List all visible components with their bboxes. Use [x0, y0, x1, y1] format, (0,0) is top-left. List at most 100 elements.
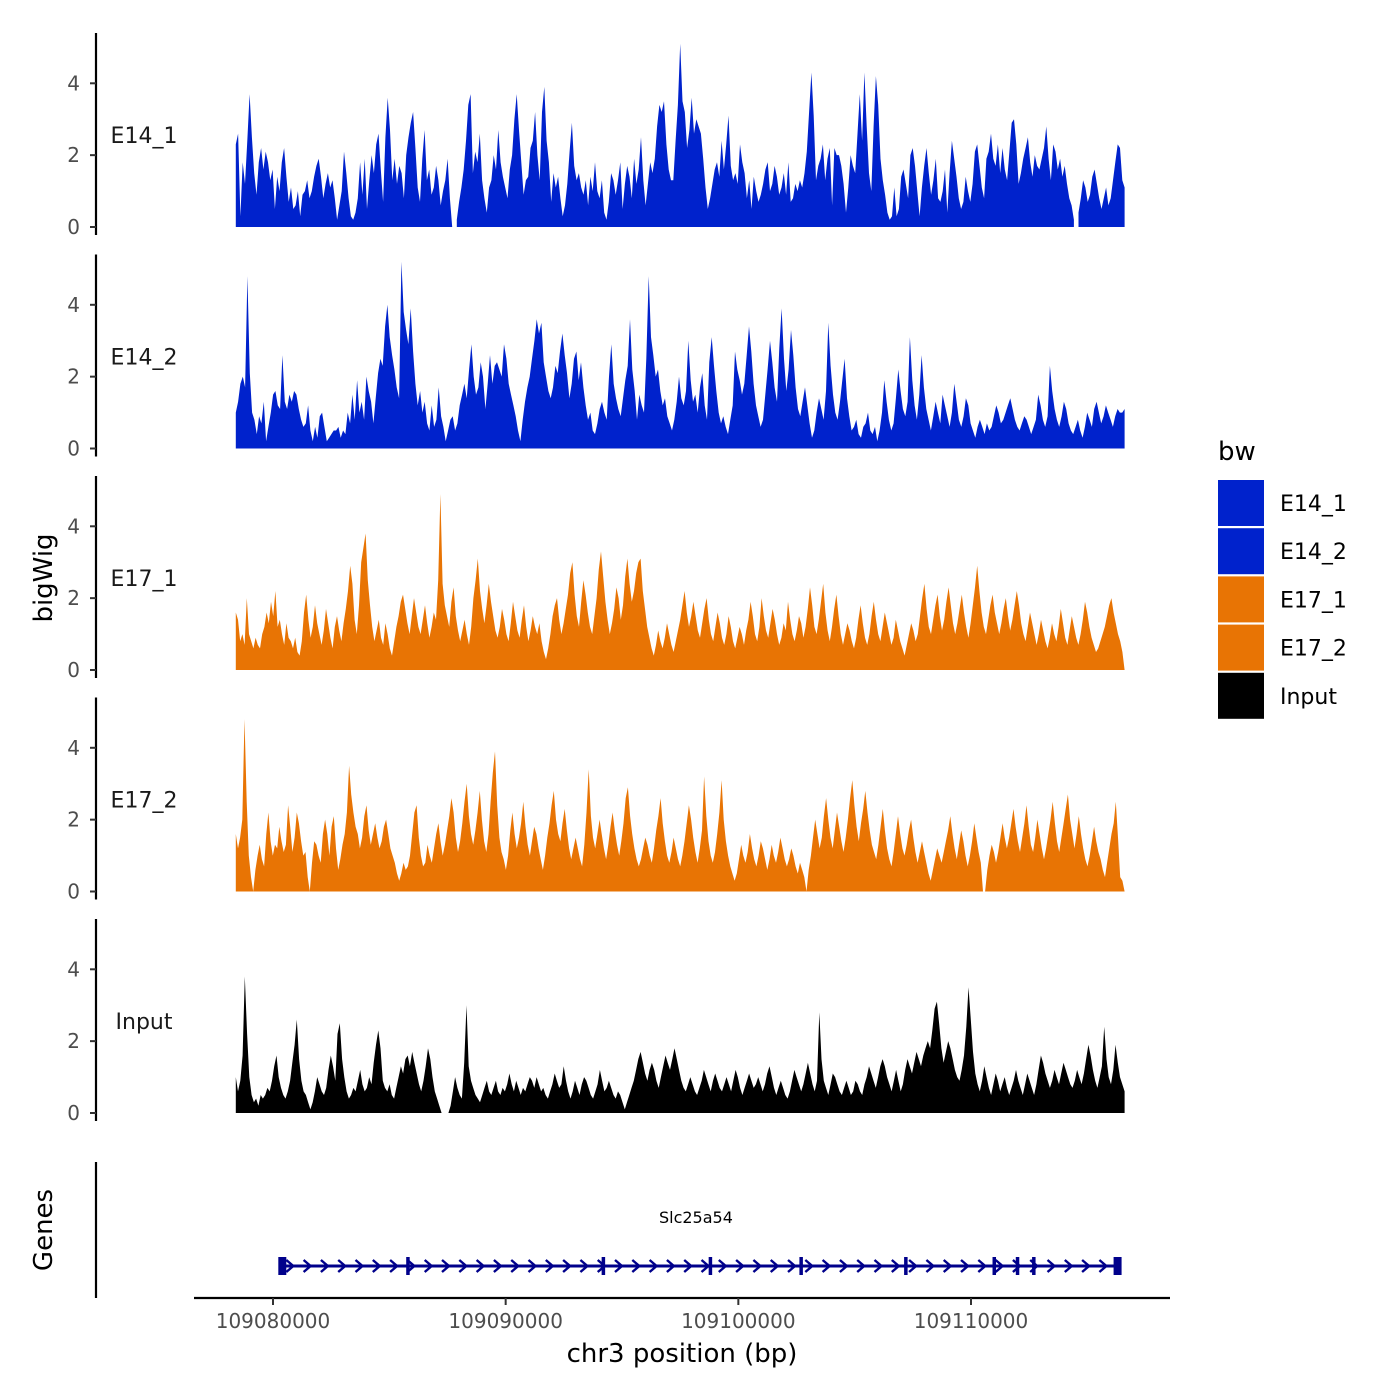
y-tick-label: 0: [67, 437, 80, 461]
strand-arrow: [1098, 1259, 1109, 1273]
x-axis-title: chr3 position (bp): [567, 1339, 798, 1369]
strand-arrow: [839, 1259, 849, 1273]
gene-slc25a54: Slc25a54: [278, 1208, 1122, 1275]
strand-arrow: [1081, 1259, 1091, 1273]
y-tick-label: 4: [67, 736, 80, 760]
strand-arrow: [337, 1259, 348, 1273]
track-label: E14_1: [111, 124, 178, 149]
legend: bw E14_1 E14_2 E17_1 E17_2 Input: [1218, 437, 1347, 719]
strand-arrow: [493, 1259, 503, 1273]
exon: [1032, 1257, 1036, 1275]
strand-arrow: [925, 1259, 936, 1273]
strand-arrow: [406, 1259, 417, 1273]
strand-arrow: [856, 1259, 867, 1273]
strand-arrow: [942, 1259, 953, 1273]
strand-arrow: [475, 1259, 486, 1273]
x-tick-label: 109090000: [448, 1309, 563, 1333]
strand-arrow: [441, 1259, 451, 1273]
y-tick-label: 2: [67, 808, 80, 832]
legend-label: E14_1: [1280, 492, 1347, 517]
strand-arrow: [700, 1259, 711, 1273]
legend-label: E14_2: [1280, 540, 1347, 565]
track-e14-2: 0 2 4 E14_2: [67, 254, 1125, 461]
track-label: E17_2: [111, 789, 178, 814]
y-tick-label: 4: [67, 71, 80, 95]
exon: [1113, 1257, 1122, 1275]
strand-arrow: [614, 1259, 624, 1273]
legend-key-input: [1218, 672, 1264, 719]
y-tick-label: 0: [67, 215, 80, 239]
strand-arrow: [787, 1259, 797, 1273]
strand-arrow: [1046, 1259, 1057, 1273]
track-e17-1: 0 2 4 E17_1: [67, 476, 1125, 682]
strand-arrow: [510, 1259, 521, 1273]
strand-arrow: [891, 1259, 901, 1273]
strand-arrow: [458, 1259, 469, 1273]
exon: [904, 1257, 908, 1275]
legend-key-e17-2: [1218, 624, 1264, 671]
track-label: E17_1: [111, 567, 178, 592]
legend-title: bw: [1218, 437, 1256, 467]
strand-arrow: [354, 1259, 365, 1273]
y-tick-label: 4: [67, 514, 80, 538]
coverage-area-e17-2: [235, 719, 1125, 892]
strand-arrow: [994, 1259, 1005, 1273]
y-tick-label: 4: [67, 957, 80, 981]
strand-arrow: [320, 1259, 330, 1273]
exon: [601, 1257, 606, 1275]
gene-track-title: Genes: [29, 1189, 59, 1271]
strand-arrow: [977, 1259, 988, 1273]
strand-arrow: [527, 1259, 538, 1273]
legend-label: Input: [1280, 685, 1337, 710]
strand-arrow: [389, 1259, 399, 1273]
legend-label: E17_2: [1280, 637, 1347, 662]
strand-arrow: [1064, 1259, 1074, 1273]
exon: [278, 1257, 287, 1275]
y-tick-label: 0: [67, 658, 80, 682]
strand-arrow: [372, 1259, 382, 1273]
track-e17-2: 0 2 4 E17_2: [67, 697, 1125, 904]
x-tick-label: 109080000: [216, 1309, 331, 1333]
strand-arrow: [960, 1259, 970, 1273]
coverage-area-input: [235, 976, 1125, 1113]
y-tick-label: 4: [67, 293, 80, 317]
exon: [799, 1257, 803, 1275]
strand-arrow: [752, 1259, 763, 1273]
strand-arrow: [683, 1259, 694, 1273]
y-tick-label: 2: [67, 365, 80, 389]
y-tick-label: 0: [67, 1101, 80, 1125]
y-tick-label: 2: [67, 1029, 80, 1053]
strand-arrow: [873, 1259, 884, 1273]
strand-arrow: [821, 1259, 832, 1273]
y-tick-label: 0: [67, 880, 80, 904]
track-input: 0 2 4 Input: [67, 919, 1125, 1125]
strand-arrow: [718, 1259, 728, 1273]
exon: [708, 1257, 713, 1275]
legend-label: E17_1: [1280, 588, 1347, 613]
y-tick-label: 2: [67, 586, 80, 610]
legend-key-e14-1: [1218, 480, 1264, 526]
x-tick-label: 109110000: [914, 1309, 1029, 1333]
exon: [1015, 1257, 1020, 1275]
coverage-area-e17-1: [235, 494, 1125, 670]
coverage-area-e14-1: [235, 43, 1125, 227]
exon: [992, 1257, 997, 1275]
strand-arrow: [648, 1259, 659, 1273]
strand-arrow: [423, 1259, 434, 1273]
coverage-area-e14-2: [235, 261, 1125, 449]
x-tick-label: 109100000: [681, 1309, 796, 1333]
bigwig-tracks: 0 2 4 E14_1 0 2 4 E14_2 0 2 4 E17_1 0 2 4 E17_2 0 2 4 Input: [67, 33, 1125, 1125]
strand-arrow: [908, 1259, 918, 1273]
strand-arrow: [562, 1259, 572, 1273]
gene-track: Genes Slc25a54: [29, 1162, 1122, 1298]
track-label: E14_2: [111, 346, 178, 371]
legend-key-e14-2: [1218, 528, 1264, 575]
strand-arrow: [804, 1259, 815, 1273]
strand-arrow: [1012, 1259, 1022, 1273]
legend-key-e17-1: [1218, 576, 1264, 623]
strand-arrow: [631, 1259, 642, 1273]
strand-arrow: [735, 1259, 745, 1273]
strand-arrow: [302, 1259, 313, 1273]
track-label: Input: [116, 1010, 173, 1035]
